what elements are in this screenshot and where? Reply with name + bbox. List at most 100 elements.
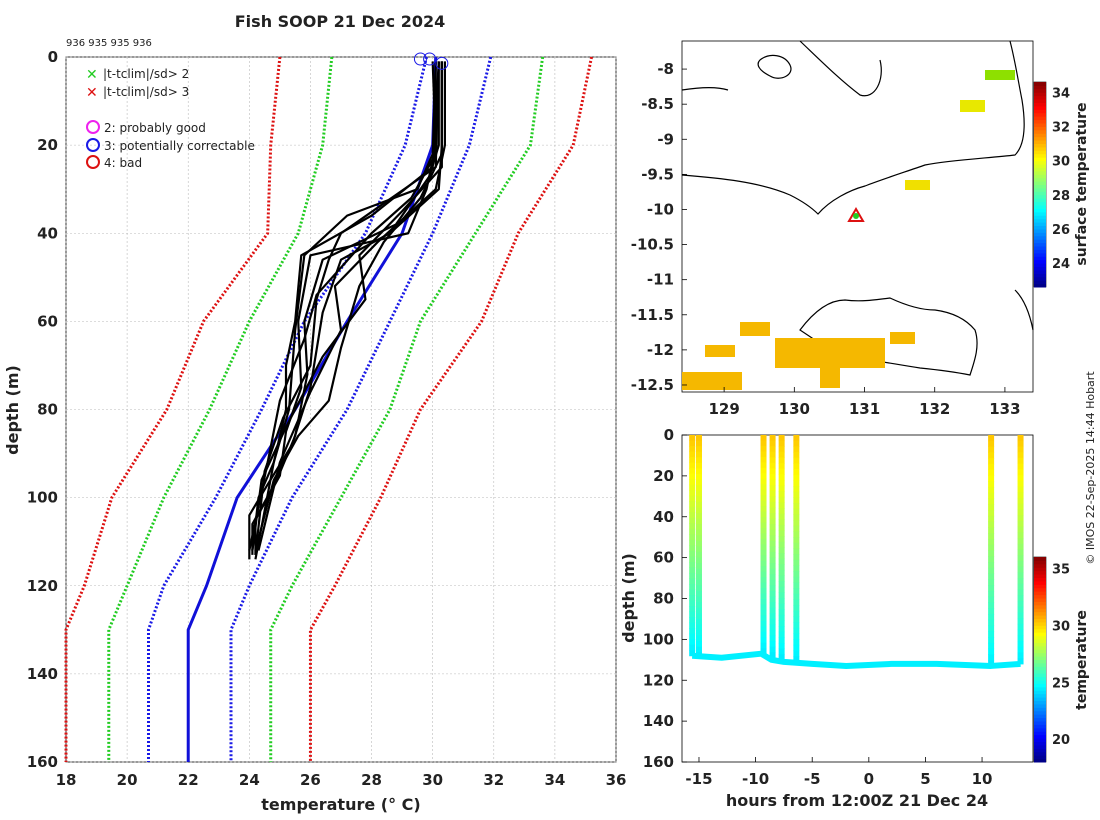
cast-segment: [793, 627, 800, 634]
section-colorbar-cell: [1034, 567, 1046, 572]
sst-patch-7: [890, 332, 915, 344]
section-colorbar-tick: 20: [1052, 733, 1070, 748]
cast-segment: [769, 529, 776, 536]
map-colorbar-ticks: 24 26 28 30 32 34: [1052, 86, 1070, 272]
section-colorbar-cell: [1034, 584, 1046, 589]
section-x-tick-label: -15: [685, 770, 712, 788]
cast-segment: [760, 440, 767, 447]
cast-segment: [695, 646, 702, 653]
cast-segment: [793, 508, 800, 515]
legend-label-bad: 4: bad: [104, 156, 142, 170]
coastline-islet: [681, 87, 729, 91]
map-colorbar-cell: [1034, 259, 1046, 264]
cast-segment: [689, 550, 696, 557]
cast-segment: [778, 435, 785, 442]
cast-segment: [760, 560, 767, 567]
map-colorbar-tick: 32: [1052, 120, 1070, 135]
cast-segment: [793, 593, 800, 600]
cast-segment: [689, 473, 696, 480]
cast-segment: [760, 642, 767, 649]
x-tick-label: 28: [361, 771, 382, 789]
section-colorbar-cell: [1034, 649, 1046, 654]
section-x-tick-label: 5: [920, 770, 930, 788]
cast-segment: [1017, 578, 1024, 585]
map-colorbar-cell: [1034, 174, 1046, 179]
section-colorbar-cell: [1034, 618, 1046, 623]
cast-segment: [760, 609, 767, 616]
map-colorbar-cell: [1034, 283, 1046, 288]
cast-segment: [793, 480, 800, 487]
map-colorbar-label: surface temperature: [1074, 102, 1090, 265]
map-panel: 129 130 131 132 133 -8-8.5-9-9.5-10-10.5-11-…: [631, 40, 1090, 418]
section-colorbar-cell: [1034, 652, 1046, 657]
cast-segment: [793, 554, 800, 561]
profile-lines: [248, 61, 446, 560]
cast-segment: [1017, 515, 1024, 522]
cast-segment: [760, 593, 767, 600]
cast-segment: [778, 491, 785, 498]
cast-segment: [778, 513, 785, 520]
cast-segment: [778, 626, 785, 633]
cast-segment: [760, 435, 767, 441]
cast-segment: [760, 484, 767, 491]
cast-segment: [760, 599, 767, 605]
cast-segment: [988, 463, 995, 471]
cast-segment: [988, 435, 995, 442]
cast-segment: [769, 641, 776, 648]
coastline-southeast: [1014, 289, 1034, 331]
cast-segment: [1017, 543, 1024, 550]
profile-line: [257, 61, 446, 551]
cast-segment: [760, 631, 767, 638]
sst-patch-8: [960, 100, 985, 112]
section-colorbar-cell: [1034, 727, 1046, 732]
map-x-tick-label: 133: [989, 400, 1020, 418]
cast-segment: [769, 479, 776, 486]
platform-ids: 936 935 935 936: [66, 38, 152, 49]
cast-segment: [689, 501, 696, 508]
cast-segment: [1017, 452, 1024, 459]
cast-segment: [769, 524, 776, 531]
cast-segment: [689, 534, 696, 541]
cast-segment: [988, 544, 995, 551]
cast-segment: [988, 492, 995, 500]
cast-segment: [778, 575, 785, 582]
map-colorbar-cell: [1034, 205, 1046, 209]
cast-segment: [769, 635, 776, 642]
cast-segment: [988, 521, 995, 528]
map-colorbar-cell: [1034, 194, 1046, 199]
cast-segment: [793, 486, 800, 493]
cast-segment: [1017, 658, 1024, 665]
cast-segment: [988, 642, 995, 650]
section-colorbar-cell: [1034, 580, 1046, 585]
section-y-tick-label: 80: [653, 590, 674, 608]
cast-segment: [1017, 612, 1024, 619]
section-colorbar-cell: [1034, 591, 1046, 596]
map-colorbar-cell: [1034, 167, 1046, 172]
map-colorbar-cell: [1034, 222, 1046, 226]
map-colorbar-cell: [1034, 198, 1046, 203]
section-y-ticks: 0 20 40 60 80 100 120 140 160: [643, 426, 687, 771]
section-colorbar-cell: [1034, 598, 1046, 602]
section-colorbar-cell: [1034, 717, 1046, 722]
section-colorbar: [1034, 557, 1046, 763]
cast-segment: [689, 528, 696, 535]
map-colorbar-cell: [1034, 164, 1046, 168]
section-colorbar-tick: 25: [1052, 676, 1070, 691]
cast-segment: [695, 440, 702, 447]
cast-segment: [760, 577, 767, 584]
section-colorbar-cell: [1034, 621, 1046, 626]
map-colorbar-cell: [1034, 88, 1046, 93]
cast-segment: [778, 553, 785, 560]
cast-segment: [988, 440, 995, 448]
cast-segment: [689, 517, 696, 524]
section-x-label: hours from 12:00Z 21 Dec 24: [726, 791, 988, 810]
cast-segment: [695, 479, 702, 486]
x-tick-label: 30: [422, 771, 443, 789]
cast-segment: [689, 440, 696, 447]
section-colorbar-cell: [1034, 741, 1046, 746]
cast-segment: [689, 628, 696, 635]
cast-segment: [760, 533, 767, 540]
cast-segment: [778, 581, 785, 588]
cast-segment: [793, 503, 800, 510]
sst-patch-6: [905, 180, 930, 190]
